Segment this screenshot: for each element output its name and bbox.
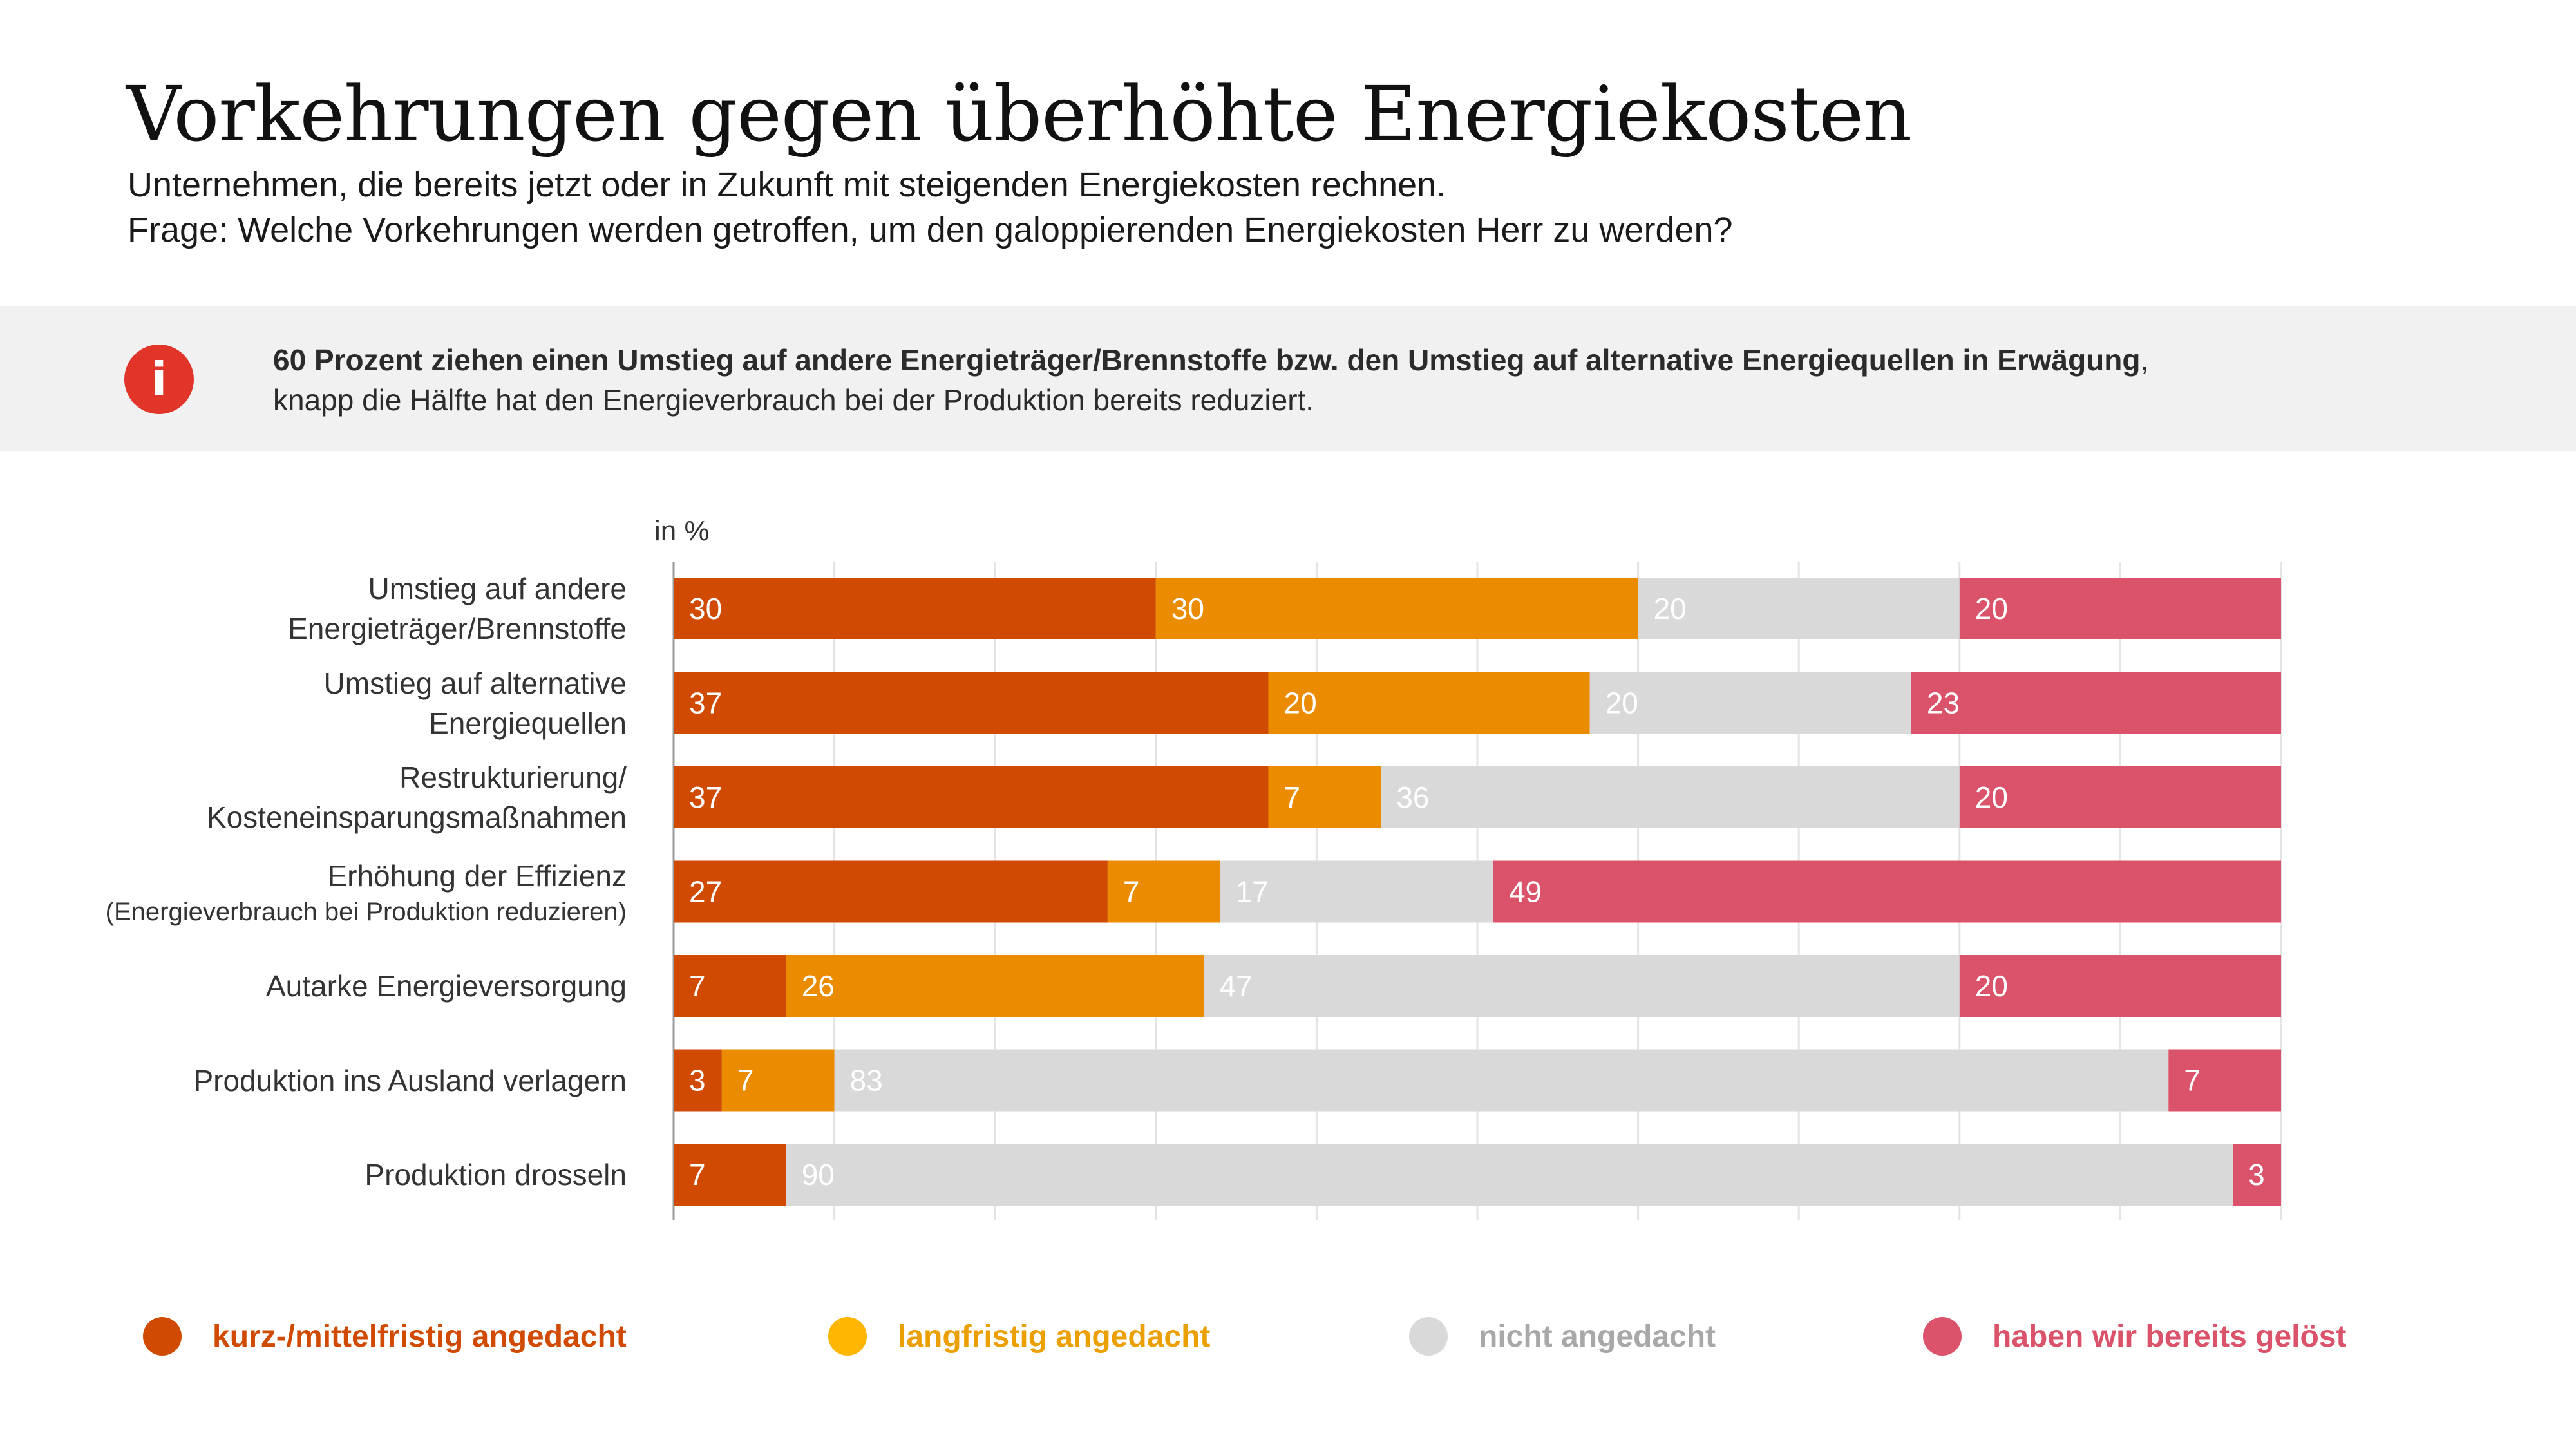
data-label: 23: [1927, 687, 1960, 720]
data-label: 47: [1220, 969, 1253, 1003]
data-label: 49: [1509, 875, 1542, 909]
info-icon: i: [124, 345, 194, 414]
bar-segment: [1959, 955, 2281, 1017]
legend-label: haben wir bereits gelöst: [1993, 1319, 2347, 1354]
data-label: 3: [2248, 1158, 2265, 1191]
banner-text-line-1: 60 Prozent ziehen einen Umstieg auf ande…: [273, 343, 2148, 377]
bar-segment: [1107, 860, 1220, 923]
data-label: 7: [2184, 1064, 2201, 1097]
category-label-line: Umstieg auf andere: [368, 572, 627, 605]
bar-segment: [1155, 578, 1638, 639]
subtitle-line-2: Frage: Welche Vorkehrungen werden getrof…: [128, 211, 1733, 249]
legend-item: nicht angedacht: [1409, 1314, 1716, 1359]
legend-swatch: [1923, 1317, 1962, 1356]
data-label: 7: [737, 1064, 754, 1097]
bar-segment: [1638, 578, 1960, 639]
data-label: 20: [1975, 969, 2008, 1003]
category-label-line: Autarke Energieversorgung: [266, 969, 627, 1003]
bar-segment: [1220, 860, 1493, 923]
data-label: 90: [802, 1158, 835, 1191]
bar-segment: [834, 1049, 2169, 1112]
data-label: 20: [1284, 687, 1317, 720]
bar-segment: [2233, 1144, 2281, 1206]
data-label: 20: [1654, 592, 1687, 625]
data-label: 30: [689, 592, 722, 625]
unit-label: in %: [654, 515, 710, 547]
bar-segment: [1911, 672, 2281, 734]
legend-item: langfristig angedacht: [828, 1314, 1210, 1359]
legend-swatch: [828, 1317, 867, 1356]
data-label: 20: [1975, 592, 2008, 625]
legend-label: nicht angedacht: [1479, 1319, 1716, 1354]
page-title: Vorkehrungen gegen überhöhte Energiekost…: [126, 70, 1912, 158]
bar-segment: [1959, 766, 2281, 828]
data-label: 7: [689, 1158, 706, 1191]
bar-segment: [674, 1144, 786, 1206]
category-label-line: Kosteneinsparungsmaßnahmen: [206, 800, 627, 834]
category-label-line: Energiequellen: [429, 706, 627, 740]
bar-segment: [674, 578, 1156, 639]
legend-item: kurz-/mittelfristig angedacht: [143, 1314, 627, 1359]
data-label: 27: [689, 875, 722, 909]
category-label-subline: (Energieverbrauch bei Produktion reduzie…: [105, 897, 627, 926]
bar-segment: [674, 1049, 722, 1112]
data-label: 20: [1605, 687, 1638, 720]
data-label: 3: [689, 1064, 706, 1097]
bar-segment: [674, 955, 786, 1017]
bar-segment: [1381, 766, 1960, 828]
data-label: 37: [689, 687, 722, 720]
category-label: Umstieg auf alternative Energiequellen: [0, 663, 627, 743]
bar-segment: [1268, 766, 1381, 828]
category-label: Autarke Energieversorgung: [0, 966, 627, 1006]
legend-label: langfristig angedacht: [898, 1319, 1211, 1354]
category-label: Restrukturierung/Kosteneinsparungsmaßnah…: [0, 757, 627, 837]
banner-highlight: 60 Prozent ziehen einen Umstieg auf ande…: [273, 343, 2141, 377]
bar-segment: [1204, 955, 1960, 1017]
category-label-line: Restrukturierung/: [399, 761, 627, 794]
info-banner: [0, 306, 2576, 451]
category-label-line: Produktion drosseln: [365, 1158, 627, 1191]
bar-segment: [2168, 1049, 2281, 1112]
legend-item: haben wir bereits gelöst: [1923, 1314, 2346, 1359]
subtitle-line-1: Unternehmen, die bereits jetzt oder in Z…: [128, 166, 1446, 204]
bar-segment: [786, 955, 1204, 1017]
data-label: 20: [1975, 781, 2008, 814]
bar-segment: [674, 860, 1108, 923]
banner-text-line-2: knapp die Hälfte hat den Energieverbrauc…: [273, 383, 1314, 417]
bar-segment: [721, 1049, 835, 1112]
data-label: 26: [802, 969, 835, 1003]
data-label: 36: [1396, 781, 1429, 814]
category-label-line: Energieträger/Brennstoffe: [288, 612, 627, 645]
category-label: Produktion ins Ausland verlagern: [0, 1061, 627, 1101]
bar-segment: [1268, 672, 1590, 734]
bar-segment: [674, 672, 1269, 734]
data-label: 17: [1236, 875, 1269, 909]
bar-segment: [1493, 860, 2281, 923]
legend-label: kurz-/mittelfristig angedacht: [213, 1319, 627, 1354]
category-label-line: Umstieg auf alternative: [323, 666, 627, 700]
legend-swatch: [143, 1317, 182, 1356]
data-label: 7: [1284, 781, 1301, 814]
category-label-line: Erhöhung der Effizienz: [327, 858, 627, 893]
bar-segment: [786, 1144, 2233, 1206]
data-label: 7: [689, 969, 706, 1003]
legend-swatch: [1409, 1317, 1448, 1356]
bar-segment: [674, 766, 1269, 828]
banner-comma: ,: [2140, 343, 2149, 377]
category-label-line: Produktion ins Ausland verlagern: [193, 1063, 627, 1097]
data-label: 7: [1123, 875, 1140, 909]
bar-segment: [1959, 578, 2281, 639]
bar-segment: [1589, 672, 1911, 734]
category-label: Produktion drosseln: [0, 1155, 627, 1195]
data-label: 37: [689, 781, 722, 814]
category-label: Erhöhung der Effizienz (Energieverbrauch …: [0, 856, 627, 928]
data-label: 83: [850, 1064, 883, 1097]
data-label: 30: [1171, 592, 1204, 625]
category-label: Umstieg auf andere Energieträger/Brennsto…: [0, 569, 627, 649]
